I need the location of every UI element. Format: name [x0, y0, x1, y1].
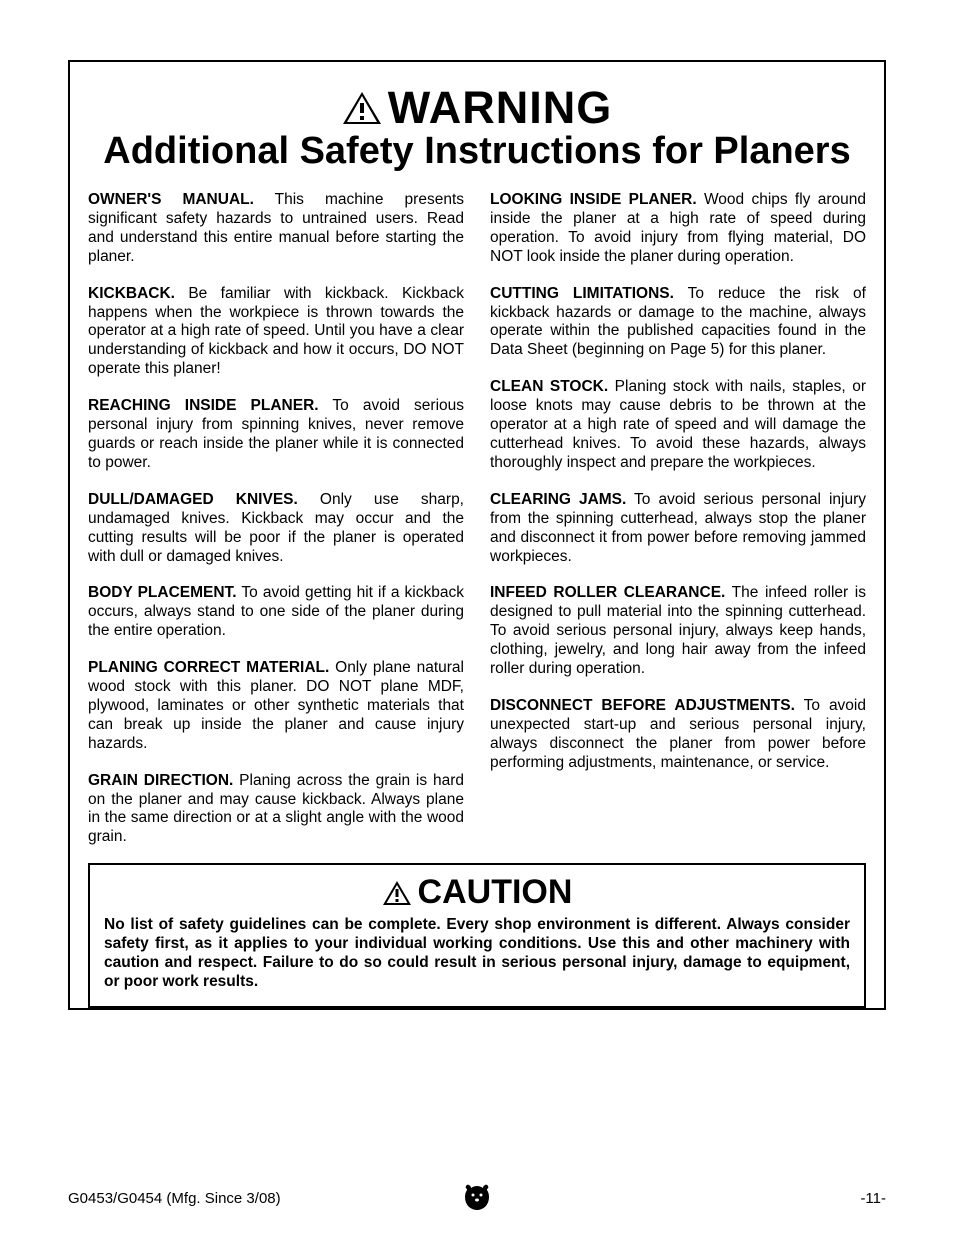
safety-paragraph: INFEED ROLLER CLEARANCE. The infeed roll…: [490, 584, 866, 679]
safety-paragraph: DISCONNECT BEFORE ADJUSTMENTS. To avoid …: [490, 697, 866, 773]
caution-header: CAUTION: [104, 873, 850, 912]
caution-box: CAUTION No list of safety guidelines can…: [88, 863, 866, 1008]
paragraph-lead: OWNER'S MANUAL.: [88, 191, 254, 208]
paragraph-lead: GRAIN DIRECTION.: [88, 772, 233, 789]
safety-paragraph: LOOKING INSIDE PLANER. Wood chips fly ar…: [490, 191, 866, 267]
bear-icon: [463, 1183, 491, 1211]
paragraph-lead: CLEAN STOCK.: [490, 378, 608, 395]
footer-left: G0453/G0454 (Mfg. Since 3/08): [68, 1190, 281, 1207]
footer-logo: [463, 1183, 491, 1215]
paragraph-lead: CUTTING LIMITATIONS.: [490, 285, 674, 302]
safety-paragraph: CLEAN STOCK. Planing stock with nails, s…: [490, 378, 866, 473]
safety-paragraph: CUTTING LIMITATIONS. To reduce the risk …: [490, 285, 866, 361]
paragraph-lead: INFEED ROLLER CLEARANCE.: [490, 584, 725, 601]
warning-triangle-icon: [342, 91, 382, 125]
paragraph-lead: DISCONNECT BEFORE ADJUSTMENTS.: [490, 697, 795, 714]
safety-paragraph: REACHING INSIDE PLANER. To avoid serious…: [88, 397, 464, 473]
footer-right: -11-: [860, 1190, 886, 1207]
paragraph-lead: REACHING INSIDE PLANER.: [88, 397, 319, 414]
safety-paragraph: OWNER'S MANUAL. This machine presents si…: [88, 191, 464, 267]
warning-label: WARNING: [342, 82, 613, 134]
page-footer: G0453/G0454 (Mfg. Since 3/08) -11-: [68, 1190, 886, 1207]
left-column: OWNER'S MANUAL. This machine presents si…: [88, 191, 464, 865]
paragraph-lead: CLEARING JAMS.: [490, 491, 626, 508]
caution-body: No list of safety guidelines can be comp…: [104, 916, 850, 992]
page-subtitle: Additional Safety Instructions for Plane…: [88, 130, 866, 173]
paragraph-lead: DULL/DAMAGED KNIVES.: [88, 491, 298, 508]
safety-paragraph: DULL/DAMAGED KNIVES. Only use sharp, und…: [88, 491, 464, 567]
warning-box: WARNING Additional Safety Instructions f…: [68, 60, 886, 1010]
safety-paragraph: KICKBACK. Be familiar with kickback. Kic…: [88, 285, 464, 380]
paragraph-lead: PLANING CORRECT MATERIAL.: [88, 659, 329, 676]
safety-paragraph: GRAIN DIRECTION. Planing across the grai…: [88, 772, 464, 848]
caution-text-label: CAUTION: [418, 873, 573, 912]
safety-paragraph: BODY PLACEMENT. To avoid getting hit if …: [88, 584, 464, 641]
caution-label: CAUTION: [382, 873, 573, 912]
warning-text: WARNING: [388, 82, 613, 134]
content-columns: OWNER'S MANUAL. This machine presents si…: [88, 191, 866, 865]
paragraph-lead: LOOKING INSIDE PLANER.: [490, 191, 697, 208]
warning-header: WARNING: [88, 82, 866, 134]
paragraph-lead: BODY PLACEMENT.: [88, 584, 237, 601]
caution-triangle-icon: [382, 880, 412, 906]
paragraph-lead: KICKBACK.: [88, 285, 175, 302]
safety-paragraph: CLEARING JAMS. To avoid serious personal…: [490, 491, 866, 567]
safety-paragraph: PLANING CORRECT MATERIAL. Only plane nat…: [88, 659, 464, 754]
right-column: LOOKING INSIDE PLANER. Wood chips fly ar…: [490, 191, 866, 865]
